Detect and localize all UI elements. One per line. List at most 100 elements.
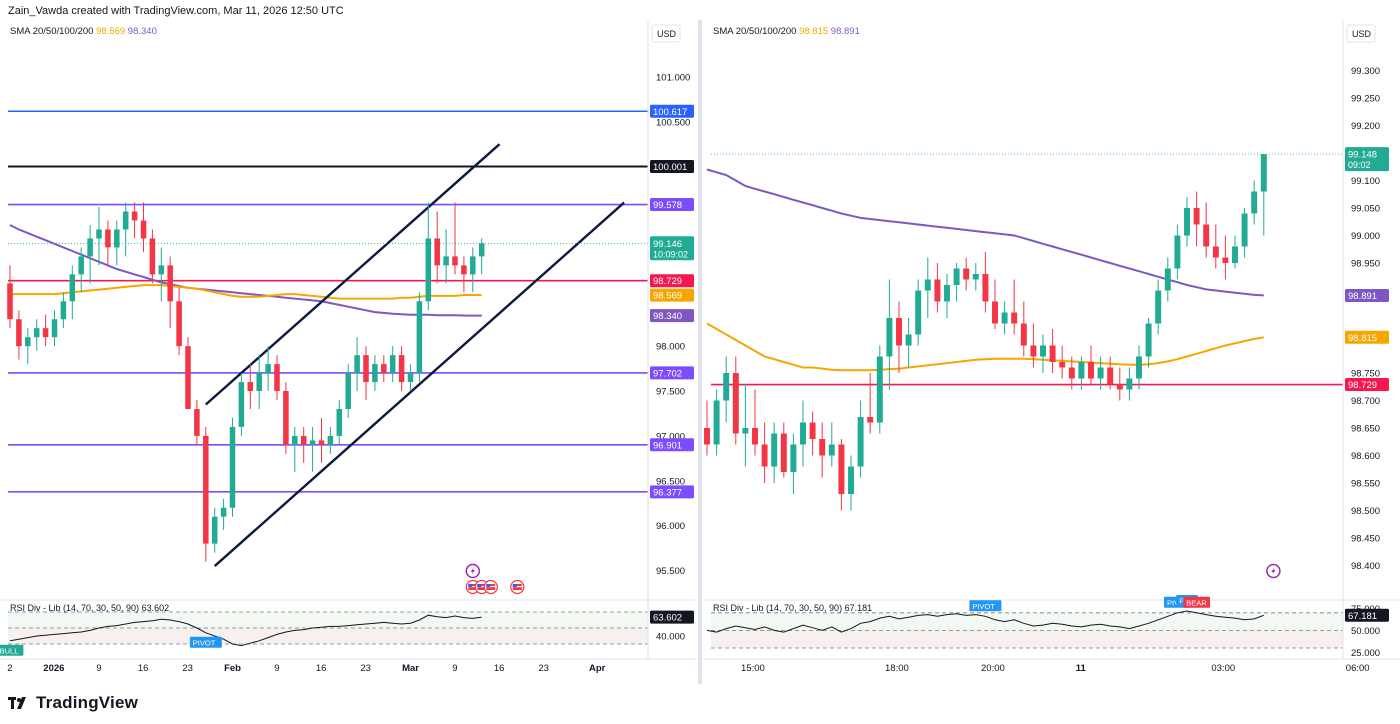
channel-upper-line[interactable] [205,143,501,406]
candle[interactable] [1011,279,1018,335]
currency-button[interactable] [651,24,681,43]
candle[interactable] [924,257,931,319]
candle[interactable] [1251,180,1258,225]
candle[interactable] [131,202,138,239]
candle[interactable] [238,373,245,436]
candle[interactable] [478,238,485,275]
candle[interactable] [848,455,854,511]
candle[interactable] [1145,318,1152,368]
candle[interactable] [203,426,209,562]
candle[interactable] [122,202,129,257]
candle[interactable] [944,274,950,318]
candle[interactable] [1020,301,1027,357]
candle[interactable] [425,202,432,311]
candle[interactable] [292,426,298,472]
candle[interactable] [416,292,423,383]
candle[interactable] [105,220,111,266]
candle[interactable] [1126,367,1133,401]
candle[interactable] [809,411,816,456]
candle[interactable] [1059,345,1066,379]
candle[interactable] [470,247,476,293]
candle[interactable] [452,202,458,275]
right-chart-svg[interactable]: 99.300 99.250 99.200 99.100 99.050 99.000 98.9… [703,20,1400,684]
candle[interactable] [1049,329,1056,373]
candle[interactable] [1155,279,1162,335]
candle[interactable] [1184,197,1190,247]
candle[interactable] [354,337,360,392]
candle[interactable] [876,345,883,434]
candle[interactable] [220,498,227,531]
candle[interactable] [1212,224,1219,269]
candle[interactable] [972,263,979,291]
candle[interactable] [1040,334,1046,374]
candle[interactable] [78,247,84,293]
candle[interactable] [372,355,378,392]
candle[interactable] [800,400,806,467]
candle[interactable] [896,301,902,374]
candle[interactable] [114,220,120,266]
candle[interactable] [389,346,396,383]
candle[interactable] [16,310,22,360]
candle[interactable] [790,433,797,495]
us-flag-event-icon[interactable] [483,579,498,595]
candle[interactable] [1260,154,1267,236]
currency-button[interactable] [1346,24,1376,43]
candle[interactable] [1078,356,1085,390]
candle[interactable] [176,287,182,356]
candle[interactable] [247,364,254,409]
candle[interactable] [265,346,271,392]
candle[interactable] [857,400,864,478]
candle[interactable] [1030,323,1037,368]
candle[interactable] [992,279,998,330]
left-chart-svg[interactable]: 101.000100.50098.00097.50097.00096.50096… [0,20,697,684]
candle[interactable] [256,355,262,409]
candle[interactable] [838,439,845,511]
right-chart-pane[interactable]: 99.300 99.250 99.200 99.100 99.050 99.000 98.9… [703,20,1400,684]
candle[interactable] [742,384,749,467]
candle[interactable] [1001,301,1008,335]
candle[interactable] [327,426,334,454]
candle[interactable] [723,356,730,423]
candle[interactable] [934,263,941,313]
candle[interactable] [434,211,440,284]
candle[interactable] [1193,191,1200,247]
us-flag-event-icon[interactable] [510,579,525,595]
candle[interactable] [309,426,316,472]
candle[interactable] [345,364,351,418]
candle[interactable] [381,355,387,383]
candle[interactable] [732,356,739,445]
candle[interactable] [7,265,13,329]
candle[interactable] [953,263,960,302]
candle[interactable] [982,252,989,313]
candle[interactable] [867,373,874,434]
candle[interactable] [1068,356,1075,390]
candle[interactable] [398,346,405,392]
candle[interactable] [1174,224,1181,280]
candle[interactable] [915,279,922,346]
candle[interactable] [407,364,414,392]
candle[interactable] [752,389,758,456]
candle[interactable] [158,247,165,302]
candle[interactable] [1164,257,1171,302]
candle[interactable] [283,382,289,454]
candle[interactable] [229,417,236,517]
candle[interactable] [363,346,369,401]
candle[interactable] [461,256,467,293]
candle[interactable] [704,400,710,456]
candle[interactable] [828,422,835,467]
candle[interactable] [1203,202,1210,258]
candle[interactable] [1116,367,1123,401]
left-chart-pane[interactable]: 101.000 100.500 98.000 97.500 97.000 96.500 96… [0,20,697,684]
candle[interactable] [443,229,449,284]
candle[interactable] [185,337,191,409]
candle[interactable] [87,224,93,284]
candle[interactable] [905,318,912,368]
candle[interactable] [211,507,218,553]
candle[interactable] [963,257,970,291]
candle[interactable] [33,319,40,351]
candle[interactable] [780,422,787,478]
candle[interactable] [167,256,173,329]
candle[interactable] [69,265,76,320]
candle[interactable] [886,279,893,390]
candle[interactable] [300,426,307,463]
